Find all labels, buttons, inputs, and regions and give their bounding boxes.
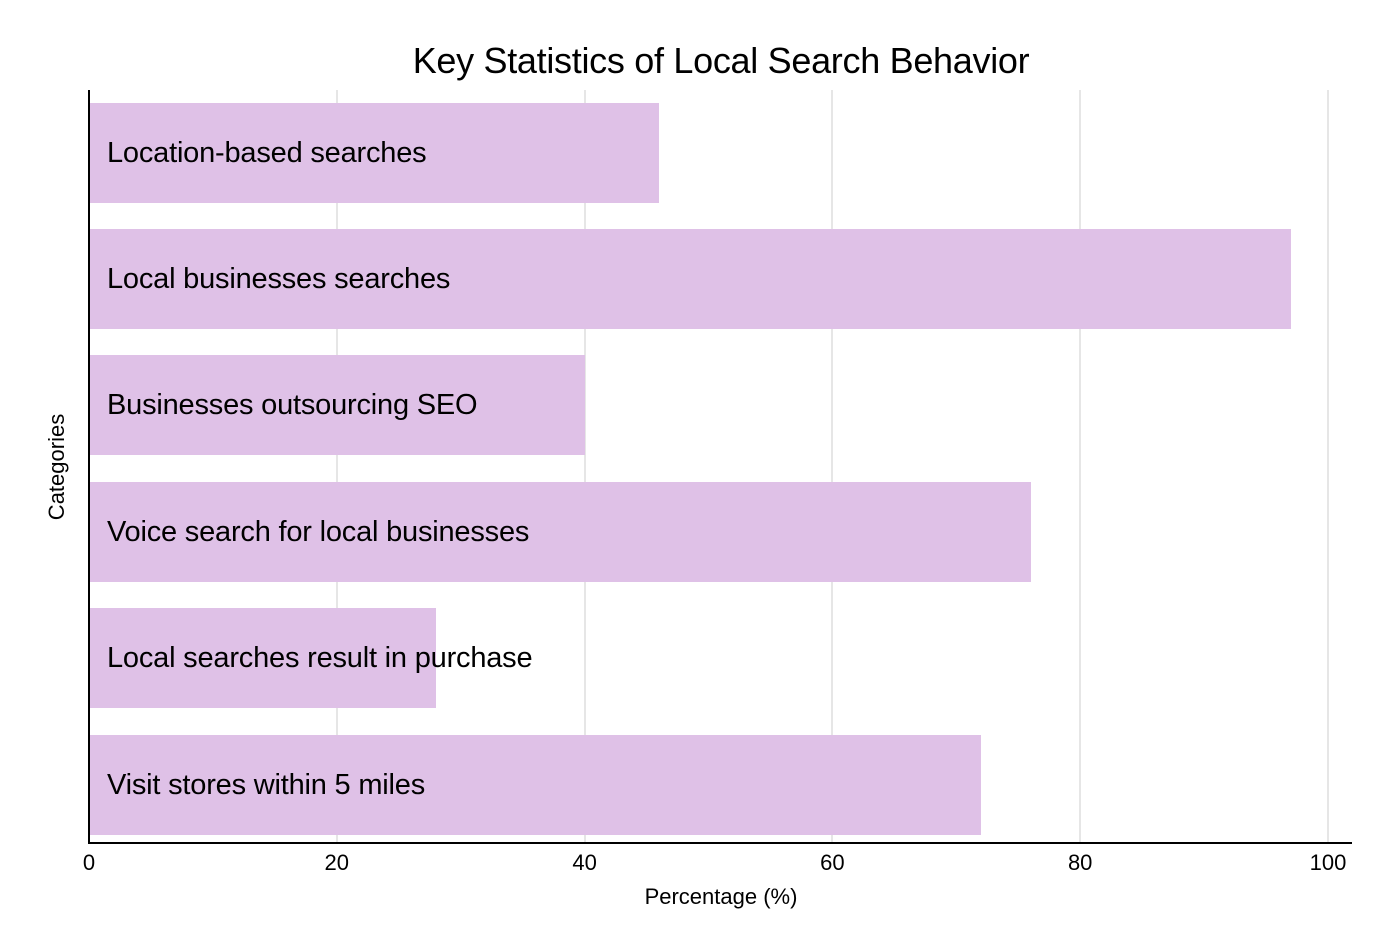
bar-label: Location-based searches bbox=[107, 137, 427, 169]
bar bbox=[89, 355, 585, 455]
bar bbox=[89, 103, 659, 203]
bar-label: Voice search for local businesses bbox=[107, 516, 530, 548]
bar-label: Businesses outsourcing SEO bbox=[107, 389, 478, 421]
bar bbox=[89, 608, 436, 708]
x-tick-label: 60 bbox=[820, 850, 845, 875]
x-axis-label: Percentage (%) bbox=[644, 884, 798, 909]
bar-label: Local searches result in purchase bbox=[107, 642, 533, 674]
bar bbox=[89, 482, 1031, 582]
bar-label: Visit stores within 5 miles bbox=[107, 769, 426, 801]
gridline bbox=[831, 90, 834, 843]
plot-area bbox=[89, 90, 1351, 843]
y-axis-line bbox=[88, 90, 90, 844]
bar-label: Local businesses searches bbox=[107, 263, 451, 295]
x-axis-line bbox=[88, 842, 1352, 844]
gridline bbox=[1327, 90, 1329, 843]
x-tick-label: 0 bbox=[82, 850, 96, 875]
y-axis-label: Categories bbox=[44, 413, 69, 521]
gridline bbox=[1079, 90, 1082, 843]
x-tick-label: 20 bbox=[324, 850, 350, 875]
bar bbox=[89, 229, 1291, 329]
x-tick-label: 100 bbox=[1309, 850, 1347, 875]
x-tick-label: 40 bbox=[572, 850, 597, 875]
x-tick-label: 80 bbox=[1067, 850, 1093, 875]
bar bbox=[89, 735, 982, 835]
gridline bbox=[583, 90, 586, 843]
chart-title: Key Statistics of Local Search Behavior bbox=[412, 40, 1030, 81]
gridline bbox=[335, 90, 338, 843]
